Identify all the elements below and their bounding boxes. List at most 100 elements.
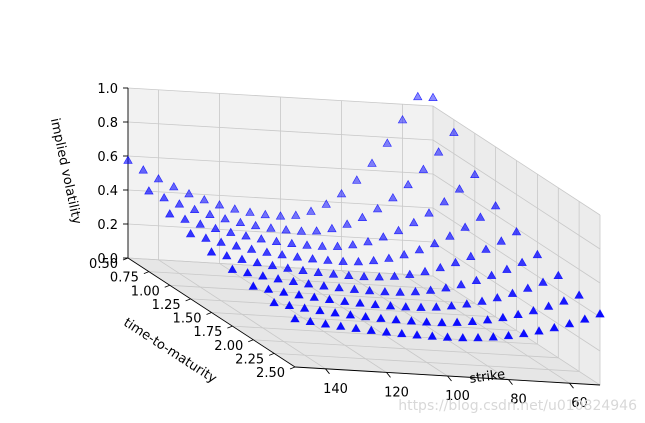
data-point — [330, 308, 340, 317]
tick-labels: 60 80 100 120 140 0.500.751.001.251.501.752.0… — [89, 82, 588, 411]
data-point — [364, 285, 375, 295]
data-point — [406, 316, 417, 325]
data-point — [475, 212, 486, 221]
data-point — [428, 92, 438, 101]
data-point — [420, 266, 430, 276]
data-point — [226, 227, 236, 236]
data-point — [144, 186, 154, 195]
data-point — [445, 231, 455, 240]
data-point — [360, 311, 371, 321]
data-point — [522, 283, 533, 292]
x-tick-label: 120 — [384, 385, 409, 400]
data-point — [302, 240, 312, 249]
data-point — [323, 255, 333, 264]
data-point — [227, 264, 238, 273]
data-point — [248, 281, 258, 290]
data-point — [336, 188, 347, 198]
data-point — [340, 296, 350, 305]
data-point — [431, 302, 441, 311]
data-point — [595, 309, 605, 318]
data-point — [242, 268, 253, 277]
watermark: https://blog.csdn.net/u010824946 — [398, 398, 637, 414]
data-point — [321, 199, 331, 208]
data-point — [498, 312, 508, 322]
data-point — [344, 270, 354, 280]
data-point — [349, 284, 360, 293]
data-point — [391, 315, 401, 324]
data-point — [458, 332, 468, 342]
data-point — [370, 299, 380, 309]
data-point — [235, 217, 246, 226]
data-point — [138, 165, 148, 174]
x-tick-label: 60 — [571, 396, 588, 411]
data-point — [353, 256, 364, 266]
data-point — [366, 325, 376, 334]
data-point — [169, 181, 179, 191]
data-point — [210, 223, 221, 232]
data-point — [553, 270, 564, 280]
data-point — [277, 250, 287, 259]
data-point — [250, 220, 261, 230]
data-point — [216, 237, 226, 246]
data-point — [409, 217, 419, 227]
data-point — [446, 301, 457, 310]
data-point — [256, 234, 266, 243]
data-point — [429, 238, 440, 248]
y-tick-label: 2.25 — [235, 352, 264, 367]
data-point — [263, 284, 274, 293]
data-point — [385, 301, 396, 310]
data-point — [327, 223, 337, 233]
data-point — [174, 199, 185, 208]
data-point — [393, 225, 404, 235]
data-point — [543, 301, 554, 310]
z-tick-label: 0.4 — [97, 184, 118, 199]
data-point — [425, 285, 436, 294]
grid-line-vol — [127, 257, 601, 386]
data-point — [184, 188, 194, 198]
y-tick-mark — [289, 366, 296, 370]
data-point — [351, 323, 361, 332]
data-point — [334, 283, 344, 292]
data-point — [307, 254, 318, 263]
data-point — [439, 196, 449, 206]
data-point — [416, 302, 426, 311]
z-axis-label: implied volatility — [47, 117, 84, 226]
data-point — [296, 226, 307, 235]
data-point — [271, 236, 282, 245]
data-point — [180, 214, 190, 223]
data-point — [401, 302, 411, 311]
data-point — [418, 164, 429, 173]
data-point — [315, 305, 325, 315]
data-point — [260, 209, 270, 219]
data-point — [288, 276, 299, 286]
data-point — [470, 169, 480, 178]
data-point — [380, 286, 390, 296]
data-point — [281, 225, 291, 234]
data-point — [405, 269, 415, 278]
data-point — [342, 219, 352, 228]
data-point — [345, 310, 356, 319]
data-point — [454, 184, 465, 193]
data-point — [395, 287, 405, 296]
y-tick-label: 0.50 — [89, 257, 118, 272]
data-point — [486, 270, 497, 279]
data-point — [534, 326, 544, 335]
data-point — [237, 254, 247, 263]
data-point — [518, 328, 529, 338]
data-point — [205, 209, 215, 218]
data-points — [123, 91, 605, 342]
data-point — [230, 204, 240, 213]
y-tick-mark — [268, 352, 275, 356]
data-point — [303, 279, 314, 288]
x-tick-mark — [569, 382, 574, 389]
data-point — [348, 240, 358, 249]
data-point — [466, 251, 476, 261]
data-point — [477, 296, 487, 305]
data-point — [252, 257, 262, 267]
data-point — [412, 330, 422, 339]
data-point — [324, 294, 335, 304]
data-point — [397, 114, 408, 124]
z-tick-label: 0.2 — [97, 218, 118, 233]
y-tick-mark — [248, 339, 254, 343]
